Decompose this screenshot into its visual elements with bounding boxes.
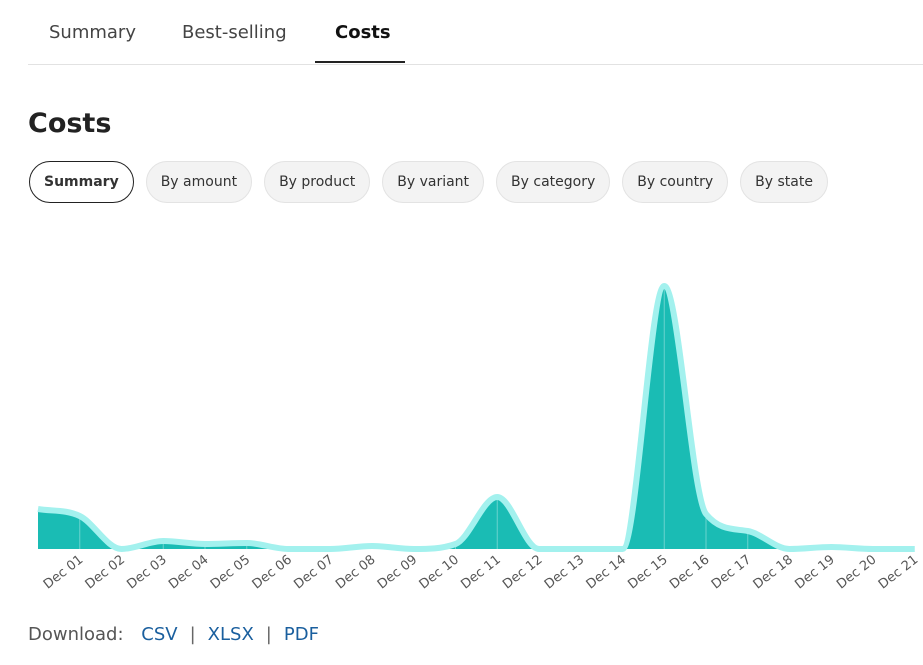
x-tick-label: Dec 05 xyxy=(208,552,253,592)
filter-pill[interactable]: Summary xyxy=(29,161,134,203)
x-tick-label: Dec 21 xyxy=(876,552,921,592)
tab[interactable]: Summary xyxy=(49,22,136,43)
tab-bar: Summary Best-selling Costs xyxy=(28,0,923,65)
tab-underline xyxy=(315,61,405,63)
x-tick-label: Dec 20 xyxy=(834,552,879,592)
x-tick-label: Dec 09 xyxy=(375,552,420,592)
x-tick-label: Dec 06 xyxy=(250,552,295,592)
x-tick-label: Dec 16 xyxy=(667,552,712,592)
filter-pill[interactable]: By country xyxy=(622,161,729,203)
x-tick-label: Dec 14 xyxy=(584,552,629,592)
x-tick-label: Dec 18 xyxy=(751,552,796,592)
x-tick-label: Dec 03 xyxy=(124,552,169,592)
x-tick-label: Dec 04 xyxy=(166,552,211,592)
x-tick-label: Dec 19 xyxy=(792,552,837,592)
filter-pill[interactable]: By category xyxy=(496,161,611,203)
area xyxy=(38,286,915,549)
x-tick-label: Dec 02 xyxy=(83,552,128,592)
line xyxy=(37,283,915,552)
download-link[interactable]: CSV xyxy=(141,624,178,645)
filter-pill[interactable]: By state xyxy=(740,161,828,203)
heading: Costs xyxy=(28,108,112,139)
x-tick-label: Dec 08 xyxy=(333,552,378,592)
download-bar: Download: CSV | XLSX | PDF xyxy=(28,624,331,645)
filter-pill[interactable]: By amount xyxy=(145,161,253,203)
x-tick-label: Dec 11 xyxy=(458,552,503,592)
separator: | xyxy=(265,624,272,645)
download-link[interactable]: XLSX xyxy=(207,624,254,645)
x-tick-label: Dec 10 xyxy=(417,552,462,592)
download-label: Download: xyxy=(28,624,124,645)
x-tick-label: Dec 15 xyxy=(625,552,670,592)
tab[interactable]: Costs xyxy=(335,22,391,43)
tab[interactable]: Best-selling xyxy=(182,22,287,43)
filter-pill[interactable]: By variant xyxy=(382,161,485,203)
x-tick-label: Dec 12 xyxy=(500,552,545,592)
x-tick-label: Dec 17 xyxy=(709,552,754,592)
filter-bar: Summary By amount By product By variant By c… xyxy=(29,161,828,203)
x-tick-label: Dec 01 xyxy=(41,552,86,592)
x-tick-label: Dec 13 xyxy=(542,552,587,592)
download-link[interactable]: PDF xyxy=(283,624,319,645)
x-tick-label: Dec 07 xyxy=(291,552,336,592)
separator: | xyxy=(189,624,196,645)
filter-pill[interactable]: By product xyxy=(264,161,371,203)
